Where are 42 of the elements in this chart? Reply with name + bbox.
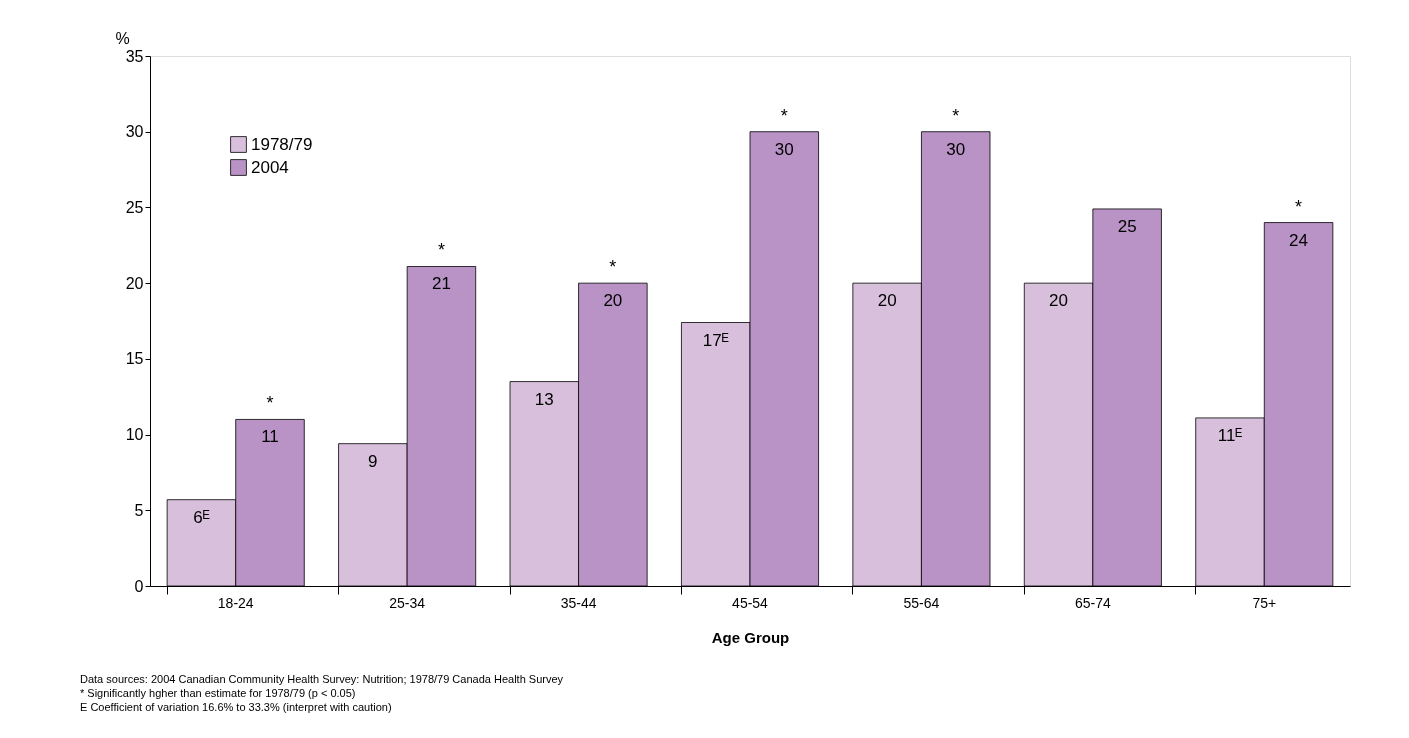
x-tick-label: 18-24 <box>217 594 254 611</box>
y-tick-label: 0 <box>134 577 144 595</box>
data-label: 25 <box>1117 216 1137 236</box>
x-tick-label: 35-44 <box>560 594 597 611</box>
data-label: 20 <box>1049 291 1069 311</box>
data-label: 9 <box>368 451 378 471</box>
y-tick-label: 20 <box>125 274 144 292</box>
y-tick-label: 25 <box>125 198 144 216</box>
x-tick-label: 55-64 <box>903 594 940 611</box>
x-tick-label: 25-34 <box>389 594 426 611</box>
data-label: 11 <box>261 427 279 447</box>
legend-label: 2004 <box>251 157 289 177</box>
y-axis-title: % <box>115 29 130 47</box>
data-label: 6ᴱ <box>193 507 210 527</box>
x-tick-label: 45-54 <box>732 594 769 611</box>
data-label: 21 <box>431 274 451 294</box>
y-tick-label: 5 <box>134 501 144 519</box>
annotation: * <box>266 393 274 414</box>
annotation: * <box>609 257 617 278</box>
data-label: 13 <box>534 389 554 409</box>
x-axis-title: Age Group <box>711 628 790 646</box>
annotation: * <box>952 105 960 126</box>
data-label: 17ᴱ <box>702 330 729 350</box>
annotation: * <box>437 240 445 261</box>
text: E Coefficient of variation 16.6% to 33.3% (interpret with caution) <box>80 701 392 713</box>
text: * Significantly hgher than estimate for 1978/79 (p < 0.05) <box>80 687 356 699</box>
data-label: 20 <box>877 291 897 311</box>
annotation: * <box>780 105 788 126</box>
text: Data sources: 2004 Canadian Community Health Survey: Nutrition; 1978/79 Canada Health Survey <box>80 673 564 685</box>
annotation: * <box>1295 196 1303 217</box>
data-label: 30 <box>946 139 966 159</box>
data-label: 20 <box>603 291 623 311</box>
y-tick-label: 15 <box>125 350 144 368</box>
x-tick-label: 65-74 <box>1074 594 1111 611</box>
data-label: 24 <box>1289 230 1309 250</box>
x-tick-label: 75+ <box>1252 594 1277 611</box>
data-label: 11ᴱ <box>1217 425 1243 445</box>
y-tick-label: 30 <box>125 123 144 141</box>
data-label: 30 <box>774 139 794 159</box>
y-tick-label: 35 <box>125 47 144 65</box>
legend-label: 1978/79 <box>251 134 313 154</box>
y-tick-label: 10 <box>125 426 144 444</box>
